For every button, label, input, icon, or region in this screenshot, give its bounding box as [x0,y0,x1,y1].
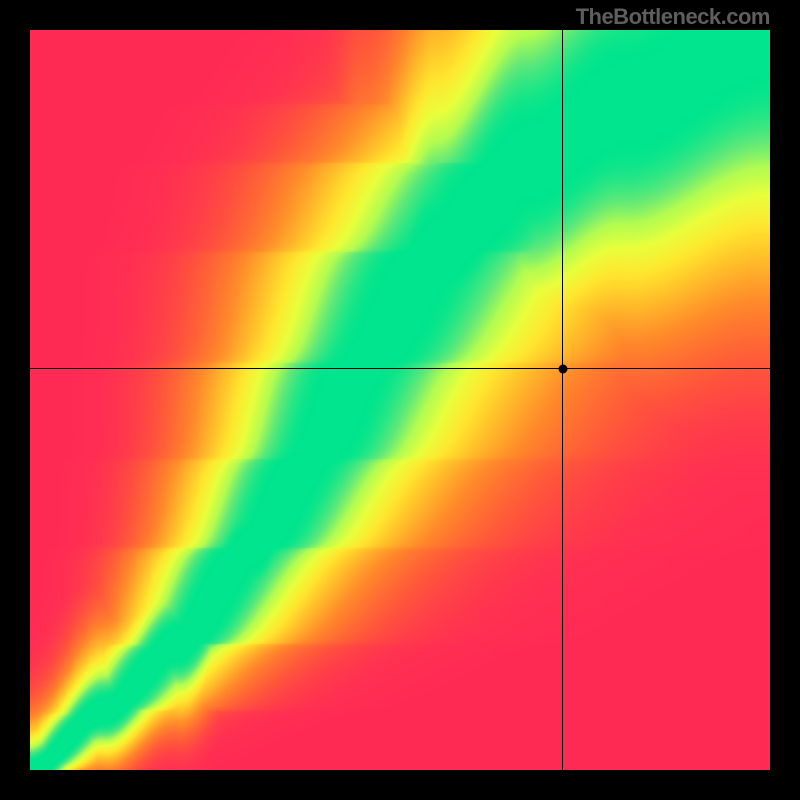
crosshair-marker [558,364,567,373]
watermark-text: TheBottleneck.com [576,4,770,30]
plot-area [30,30,770,770]
crosshair-horizontal [30,368,770,369]
crosshair-vertical [562,30,563,770]
heatmap-canvas [30,30,770,770]
chart-outer: TheBottleneck.com [0,0,800,800]
